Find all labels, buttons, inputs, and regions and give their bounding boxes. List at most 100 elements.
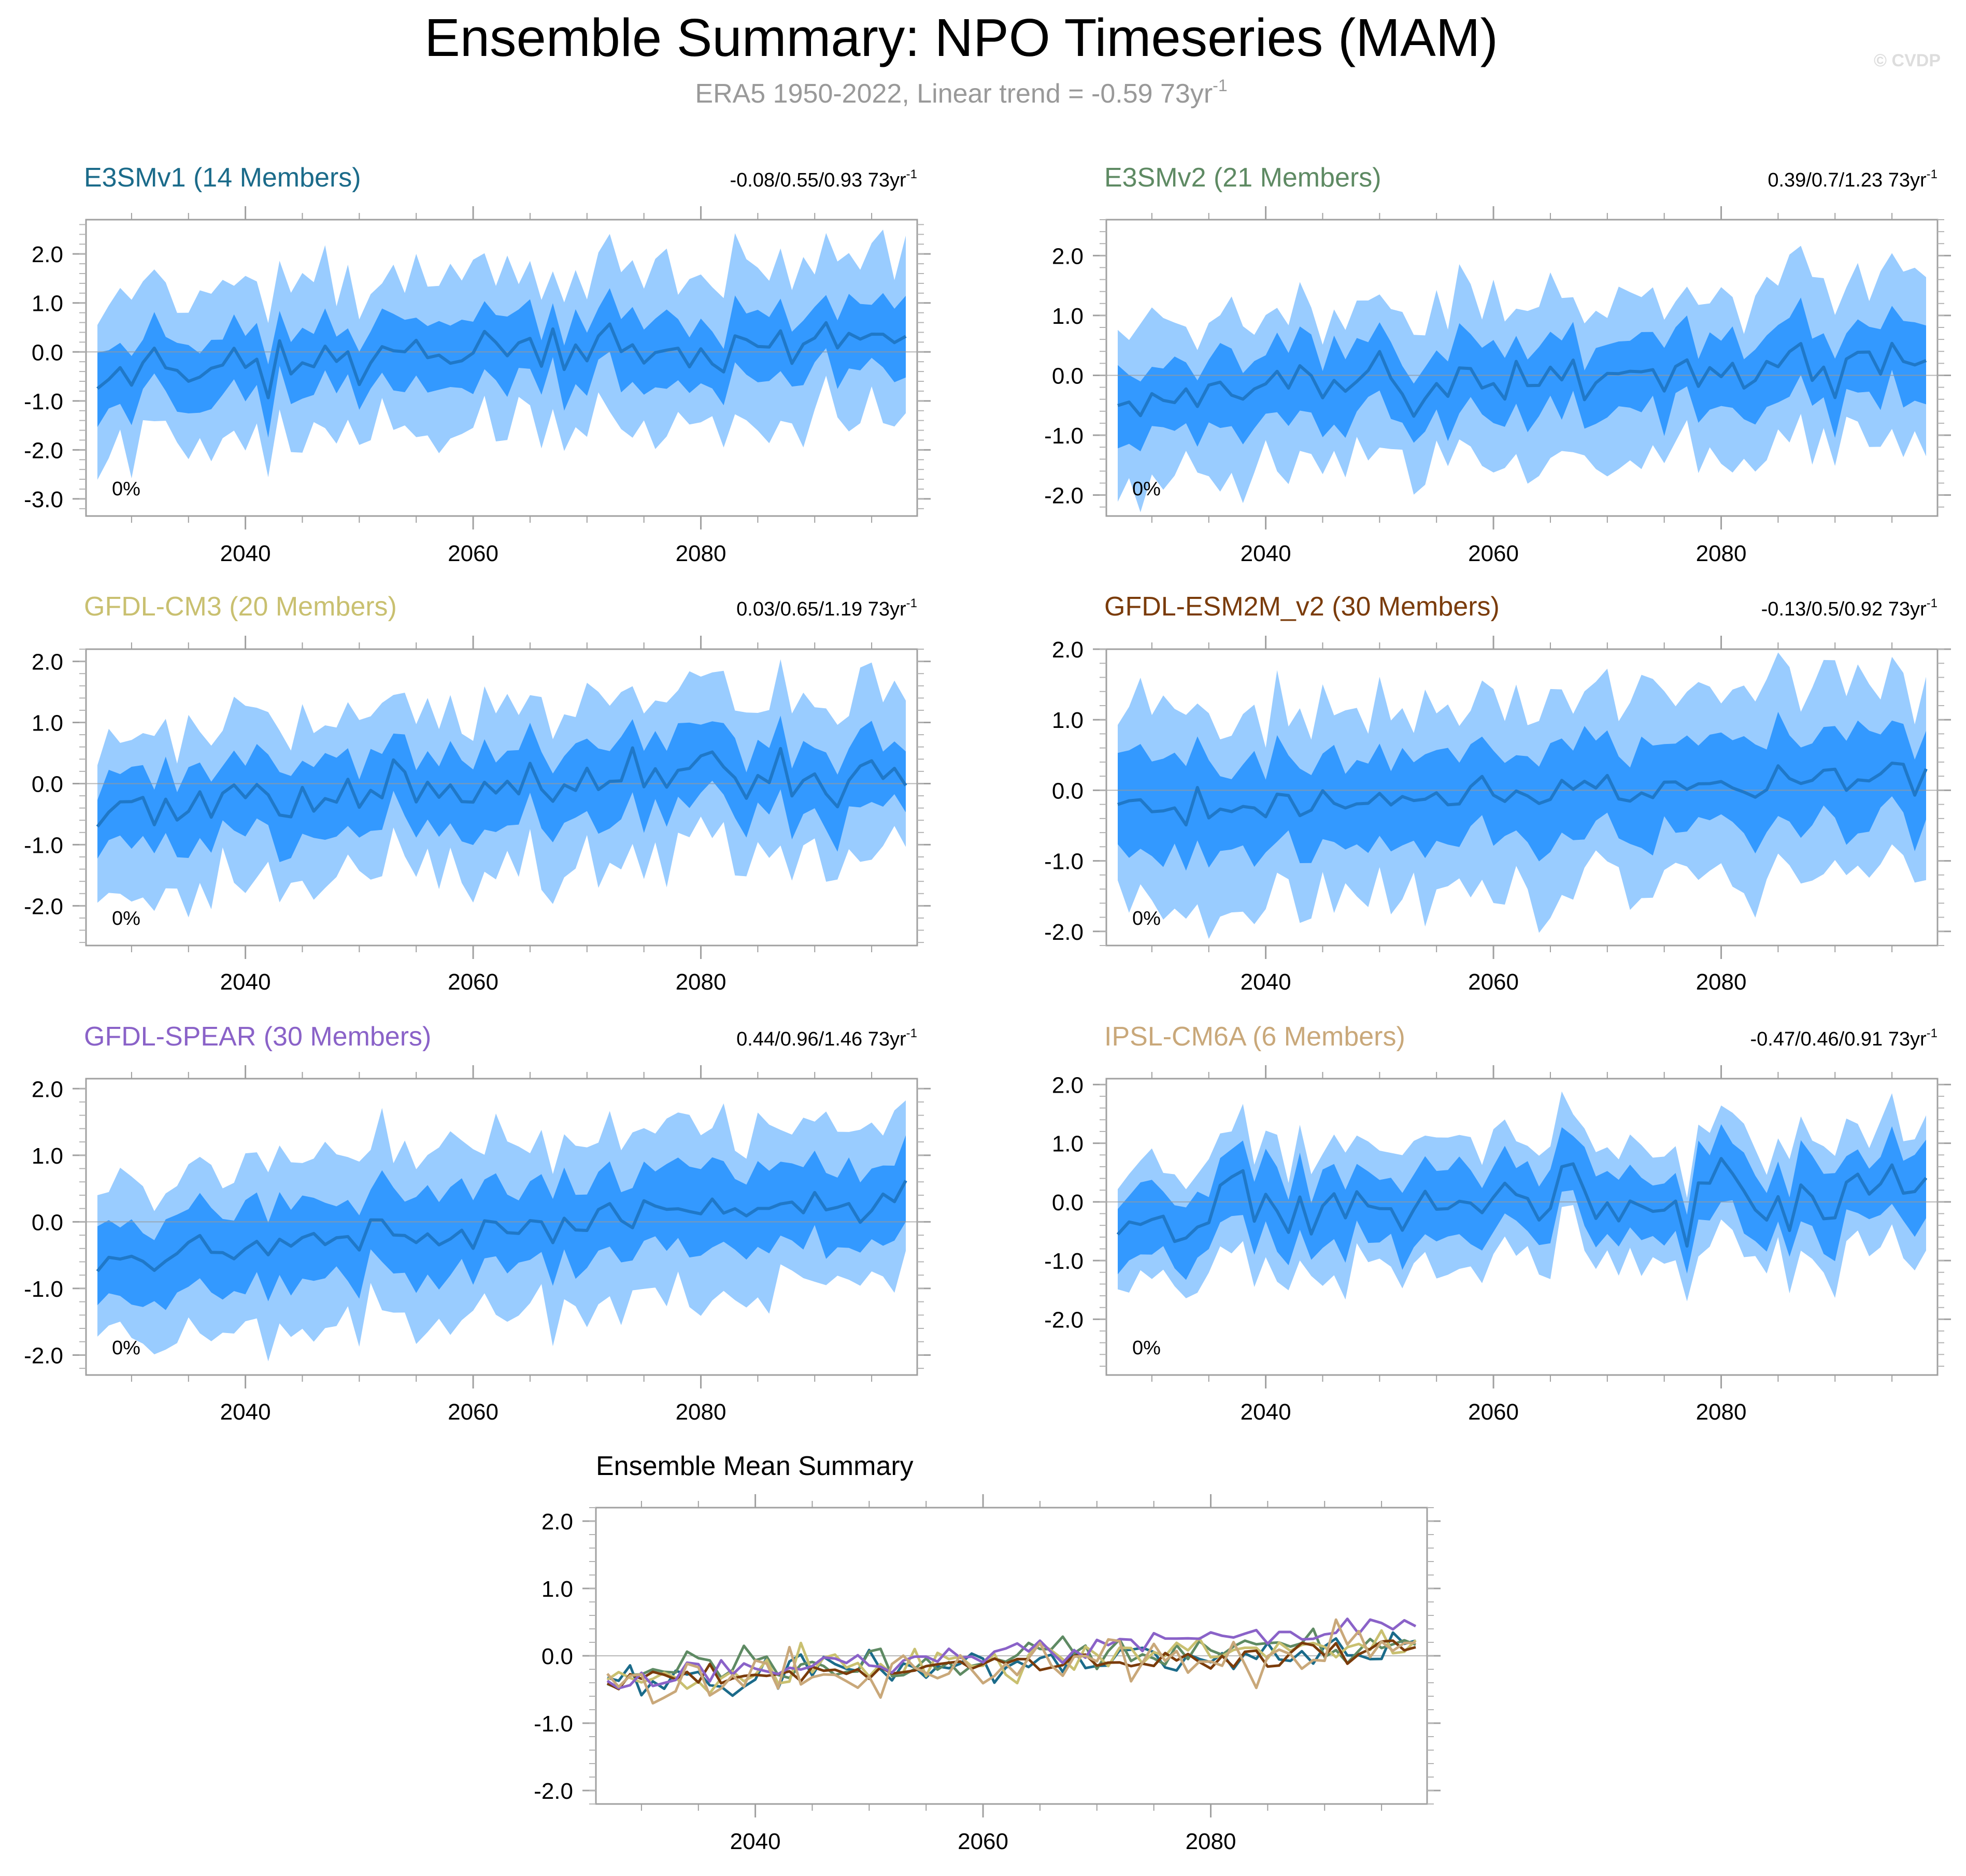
figure-subtitle-text: ERA5 1950-2022, Linear trend = -0.59 73y… xyxy=(695,79,1213,109)
y-tick-label: 0.0 xyxy=(32,1210,63,1235)
x-tick-label: 2060 xyxy=(448,1399,498,1425)
y-tick-label: 0.0 xyxy=(1052,1190,1084,1215)
trend-summary: 0.03/0.65/1.19 73yr-1 xyxy=(736,596,917,620)
y-tick-label: 0.0 xyxy=(542,1644,573,1669)
x-tick-label: 2040 xyxy=(220,1399,271,1425)
trend-summary: -0.47/0.46/0.91 73yr-1 xyxy=(1750,1026,1937,1050)
plot-frame xyxy=(1105,1078,1939,1376)
trend-sup: -1 xyxy=(906,596,917,610)
median-line xyxy=(96,746,907,828)
x-tick-label: 2040 xyxy=(730,1829,781,1854)
y-tick-label: -1.0 xyxy=(1044,1249,1084,1274)
y-tick-label: -1.0 xyxy=(24,389,63,414)
y-tick-label: 2.0 xyxy=(32,650,63,675)
y-tick-label: 0.0 xyxy=(32,771,63,797)
figure-title: Ensemble Summary: NPO Timeseries (MAM) xyxy=(424,8,1498,67)
y-tick-label: 1.0 xyxy=(32,1143,63,1169)
ensemble-mean-line xyxy=(606,1617,1417,1690)
panels-group: 2.0 1.0 0.0 -1.0 -2.0 -3.0 2040 2060 2080 0% E3SMv… xyxy=(24,163,1951,1854)
y-tick-label: 2.0 xyxy=(32,242,63,267)
percent-label: 0% xyxy=(112,478,140,500)
y-tick-label: 2.0 xyxy=(32,1077,63,1102)
y-tick-label: 0.0 xyxy=(32,340,63,365)
x-tick-label: 2060 xyxy=(1468,969,1519,995)
y-tick-label: -1.0 xyxy=(24,1277,63,1302)
trend-summary: 0.39/0.7/1.23 73yr-1 xyxy=(1768,167,1937,191)
y-tick-label: 2.0 xyxy=(1052,244,1084,269)
plot-frame xyxy=(85,219,918,517)
median-line xyxy=(96,321,907,399)
panel-1: 2.0 1.0 0.0 -1.0 -2.0 2040 2060 2080 0% E3SMv2 (2… xyxy=(1044,163,1951,566)
y-tick-label: -2.0 xyxy=(1044,1307,1084,1333)
trend-summary: -0.13/0.5/0.92 73yr-1 xyxy=(1761,596,1937,620)
x-tick-label: 2080 xyxy=(1696,969,1747,995)
trend-text: -0.47/0.46/0.91 73yr xyxy=(1750,1028,1927,1050)
y-tick-label: -2.0 xyxy=(24,1343,63,1368)
percent-label: 0% xyxy=(112,908,140,929)
x-tick-label: 2040 xyxy=(1241,1399,1291,1425)
y-tick-label: 1.0 xyxy=(32,291,63,317)
y-tick-label: 2.0 xyxy=(542,1509,573,1535)
panel-title: GFDL-CM3 (20 Members) xyxy=(84,592,397,622)
figure-subtitle-sup: -1 xyxy=(1213,76,1227,95)
trend-summary: 0.44/0.96/1.46 73yr-1 xyxy=(736,1026,917,1050)
trend-summary: -0.08/0.55/0.93 73yr-1 xyxy=(730,167,917,191)
trend-sup: -1 xyxy=(906,167,917,181)
x-tick-label: 2080 xyxy=(1696,1399,1747,1425)
x-tick-label: 2060 xyxy=(958,1829,1008,1854)
figure-subtitle: ERA5 1950-2022, Linear trend = -0.59 73y… xyxy=(695,76,1227,109)
panel-4: 2.0 1.0 0.0 -1.0 -2.0 2040 2060 2080 0% GFDL-SPEA… xyxy=(24,1022,931,1425)
y-tick-label: -2.0 xyxy=(1044,920,1084,945)
y-tick-label: 1.0 xyxy=(542,1577,573,1602)
percent-label: 0% xyxy=(112,1337,140,1359)
inner-spread-band xyxy=(1118,712,1926,871)
x-tick-label: 2080 xyxy=(676,1399,726,1425)
y-tick-label: 1.0 xyxy=(1052,1132,1084,1157)
inner-spread-band xyxy=(97,1135,906,1310)
trend-text: -0.08/0.55/0.93 73yr xyxy=(730,169,906,191)
y-tick-label: -1.0 xyxy=(1044,423,1084,449)
trend-sup: -1 xyxy=(1927,167,1937,181)
y-tick-label: 1.0 xyxy=(1052,304,1084,329)
y-tick-label: -1.0 xyxy=(534,1711,573,1737)
ensemble-mean-line xyxy=(607,1631,1416,1697)
panel-0: 2.0 1.0 0.0 -1.0 -2.0 -3.0 2040 2060 2080 0% E3SMv… xyxy=(24,163,931,566)
x-tick-label: 2080 xyxy=(676,969,726,995)
x-tick-label: 2040 xyxy=(1241,541,1291,566)
y-tick-label: 2.0 xyxy=(1052,1072,1084,1098)
plot-frame xyxy=(85,648,918,947)
y-tick-label: 0.0 xyxy=(1052,778,1084,804)
y-tick-label: -2.0 xyxy=(24,438,63,463)
trend-text: -0.13/0.5/0.92 73yr xyxy=(1761,598,1927,620)
percent-label: 0% xyxy=(1132,908,1161,929)
panel-title: Ensemble Mean Summary xyxy=(596,1451,914,1481)
trend-text: 0.03/0.65/1.19 73yr xyxy=(736,598,906,620)
ensemble-mean-line xyxy=(606,1629,1417,1695)
panel-title: E3SMv2 (21 Members) xyxy=(1104,163,1381,193)
median-line xyxy=(96,1180,907,1272)
x-tick-label: 2040 xyxy=(220,541,271,566)
x-tick-label: 2060 xyxy=(448,969,498,995)
trend-text: 0.39/0.7/1.23 73yr xyxy=(1768,169,1927,191)
panel-6: 2.0 1.0 0.0 -1.0 -2.0 2040 2060 2080 Ensemble Me… xyxy=(534,1451,1441,1854)
plot-frame xyxy=(85,1078,918,1376)
panel-5: 2.0 1.0 0.0 -1.0 -2.0 2040 2060 2080 0% IPSL-CM6A… xyxy=(1044,1022,1951,1425)
x-tick-label: 2040 xyxy=(1241,969,1291,995)
panel-3: 2.0 1.0 0.0 -1.0 -2.0 2040 2060 2080 0% GFDL-ESM2… xyxy=(1044,592,1951,995)
x-tick-label: 2060 xyxy=(1468,1399,1519,1425)
plot-frame xyxy=(1105,648,1939,947)
x-tick-label: 2080 xyxy=(1186,1829,1236,1854)
y-tick-label: 1.0 xyxy=(32,711,63,736)
y-tick-label: -2.0 xyxy=(1044,483,1084,509)
ensemble-mean-line xyxy=(606,1639,1416,1691)
y-tick-label: -1.0 xyxy=(24,833,63,858)
panel-title: IPSL-CM6A (6 Members) xyxy=(1104,1022,1405,1052)
trend-sup: -1 xyxy=(906,1026,917,1040)
trend-sup: -1 xyxy=(1927,1026,1937,1040)
ensemble-mean-line xyxy=(606,1618,1416,1705)
panel-2: 2.0 1.0 0.0 -1.0 -2.0 2040 2060 2080 0% GFDL-CM3 … xyxy=(24,592,931,995)
y-tick-label: -2.0 xyxy=(534,1779,573,1804)
x-tick-label: 2040 xyxy=(220,969,271,995)
y-tick-label: -3.0 xyxy=(24,487,63,512)
